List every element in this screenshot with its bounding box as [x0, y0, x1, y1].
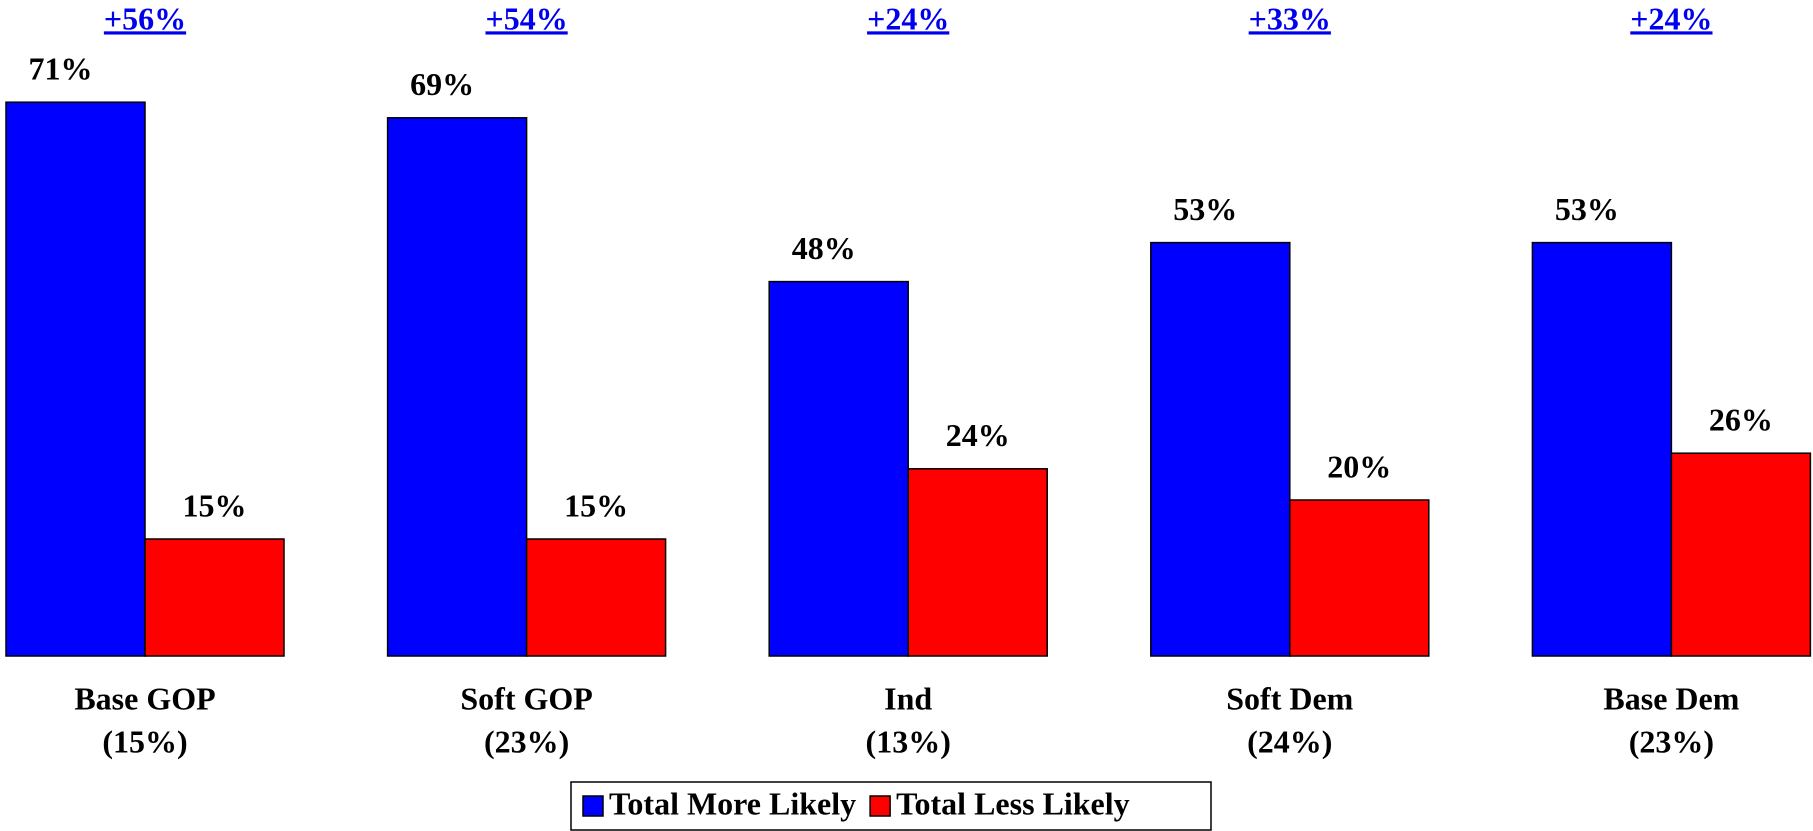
bar [1670, 452, 1812, 657]
annotation[interactable]: +56% [104, 0, 186, 36]
value-label: 53% [1173, 191, 1237, 227]
x-tick-label: (13%) [866, 723, 951, 759]
annotation[interactable]: +24% [1630, 0, 1712, 36]
value-label: 15% [564, 487, 628, 523]
x-tick-label: Soft GOP [460, 680, 592, 716]
annotation[interactable]: +24% [867, 0, 949, 36]
value-label: 48% [792, 230, 856, 266]
bar [1289, 499, 1430, 657]
bar [144, 538, 285, 657]
x-tick-label: Soft Dem [1226, 680, 1353, 716]
bar [907, 468, 1048, 657]
value-label: 53% [1555, 191, 1619, 227]
value-label: 71% [29, 51, 93, 87]
legend-box [570, 781, 1212, 831]
bar [1150, 241, 1291, 657]
value-label: 24% [946, 417, 1010, 453]
bar [5, 101, 146, 657]
value-label: 20% [1327, 448, 1391, 484]
bar [386, 117, 528, 657]
value-label: 69% [410, 66, 474, 102]
legend-label: Total More Likely [609, 785, 856, 821]
x-tick-label: Base Dem [1603, 680, 1739, 716]
legend-swatch [869, 795, 891, 817]
bar [525, 538, 667, 657]
value-label: 26% [1709, 402, 1773, 438]
legend-swatch [582, 795, 604, 817]
bar [1531, 241, 1673, 657]
x-tick-label: Base GOP [74, 680, 215, 716]
value-label: 15% [183, 487, 247, 523]
x-tick-label: (24%) [1247, 723, 1332, 759]
annotation[interactable]: +54% [485, 0, 567, 36]
x-tick-label: (23%) [1629, 723, 1714, 759]
x-tick-label: (23%) [484, 723, 569, 759]
legend-label: Total Less Likely [896, 785, 1130, 821]
x-tick-label: Ind [884, 680, 932, 716]
annotation[interactable]: +33% [1249, 0, 1331, 36]
bar [768, 280, 909, 657]
x-tick-label: (15%) [102, 723, 187, 759]
